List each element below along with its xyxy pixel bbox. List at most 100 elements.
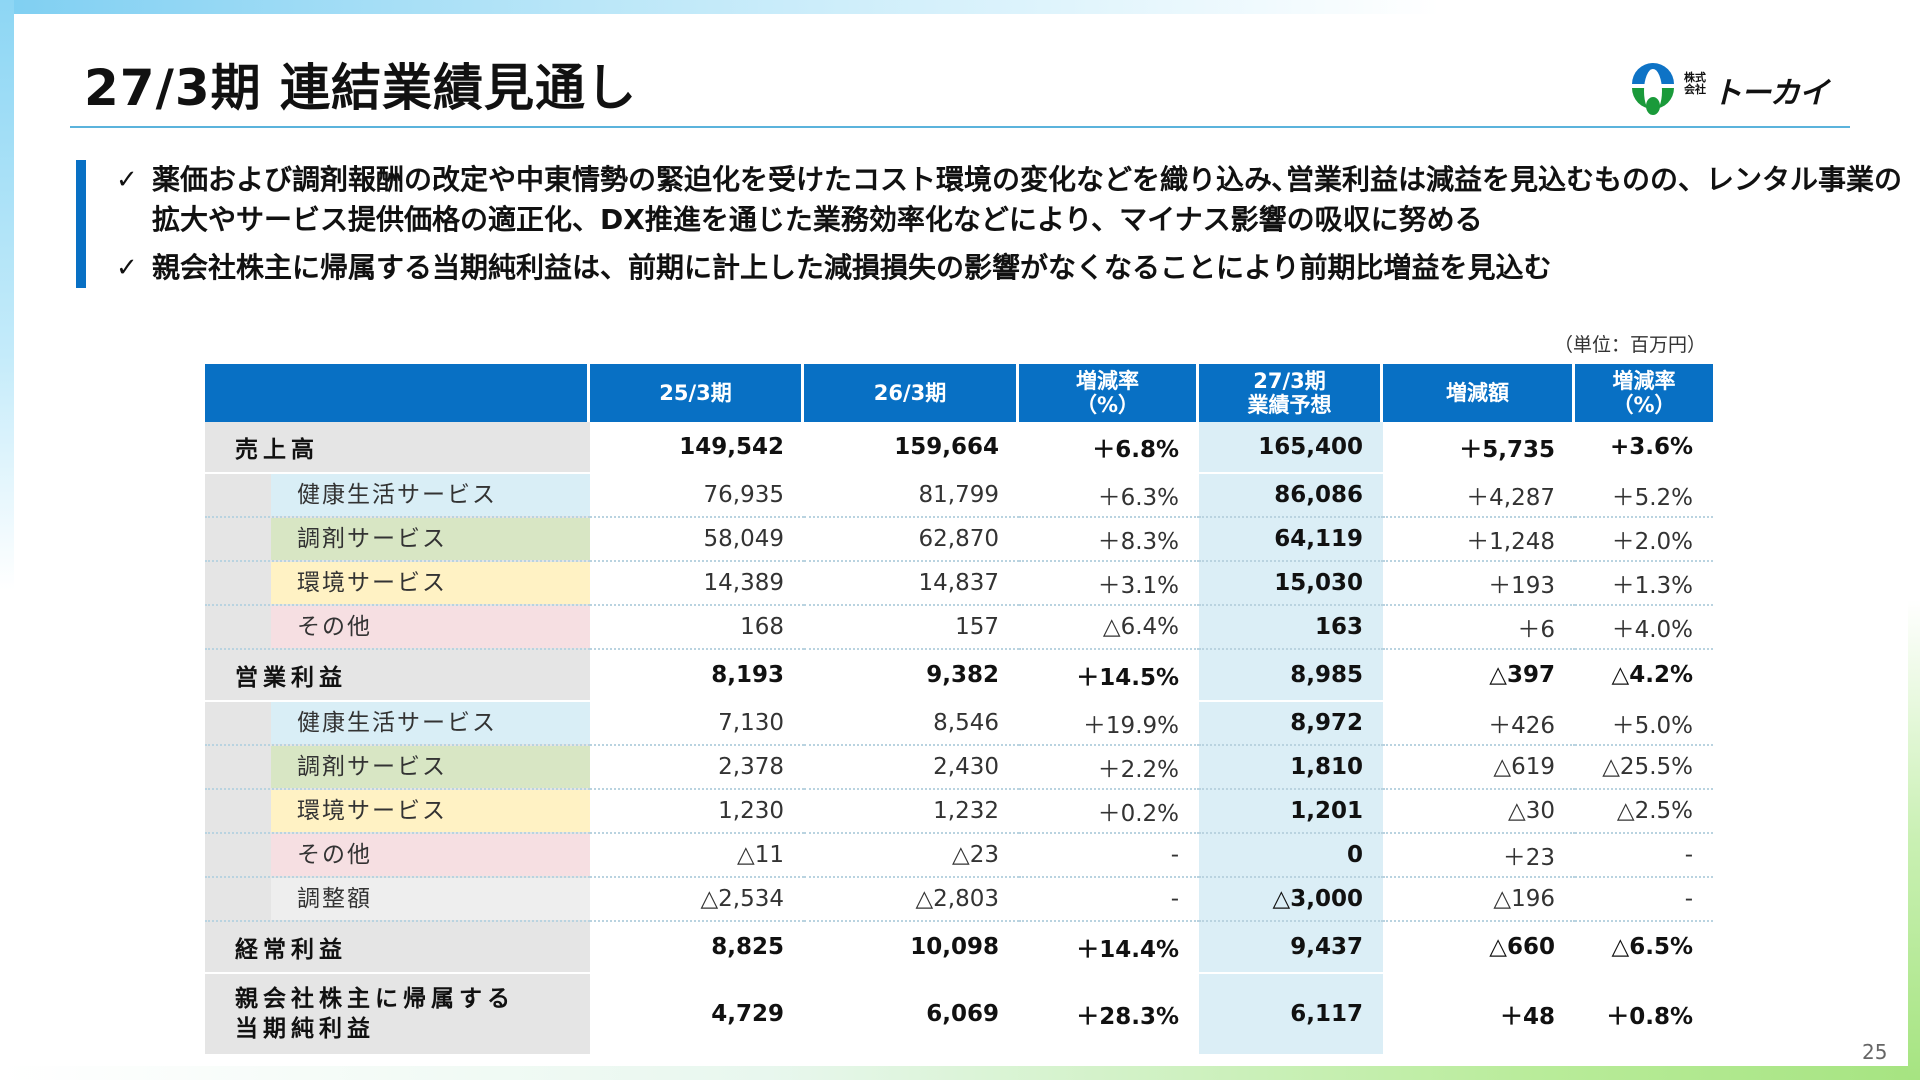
table-cell: △2.5% [1575,790,1713,834]
logo-subtext: 株式会社 [1684,71,1706,96]
table-cell: ＋4,287 [1383,474,1575,518]
row-label: 親会社株主に帰属する 当期純利益 [205,974,590,1056]
table-row: 売上高 149,542 159,664 ＋6.8% 165,400 ＋5,735 +3.6% [205,422,1713,474]
row-label: その他 [205,834,590,878]
row-label: 営業利益 [205,650,590,702]
table-cell: △30 [1383,790,1575,834]
table-cell: 8,546 [804,702,1019,746]
check-icon: ✓ [116,165,138,195]
table-cell: 64,119 [1199,518,1383,562]
table-cell: ＋0.8% [1575,974,1713,1056]
table-cell: 6,117 [1199,974,1383,1056]
table-cell: ＋14.4% [1019,922,1199,974]
row-label: 調整額 [205,878,590,922]
table-cell: 8,972 [1199,702,1383,746]
segment-label: その他 [271,606,590,648]
table-cell: ＋6.8% [1019,422,1199,474]
company-logo: 株式会社 トーカイ [1628,62,1832,118]
column-header [205,364,590,422]
table-cell: 8,193 [590,650,804,702]
table-cell: - [1575,878,1713,922]
table-cell: 6,069 [804,974,1019,1056]
column-header: 増減額 [1383,364,1575,422]
table-cell: ＋193 [1383,562,1575,606]
table-cell: ＋5.0% [1575,702,1713,746]
table-row: 調剤サービス 58,049 62,870 ＋8.3% 64,119 ＋1,248 ＋2.0% [205,518,1713,562]
table-cell: 165,400 [1199,422,1383,474]
table-cell: 14,837 [804,562,1019,606]
table-cell: 163 [1199,606,1383,650]
row-label: 環境サービス [205,562,590,606]
table-cell: △23 [804,834,1019,878]
table-cell: ＋6.3% [1019,474,1199,518]
table-row: その他 △11 △23-0 ＋23- [205,834,1713,878]
table-cell: +3.6% [1575,422,1713,474]
table-row: 環境サービス 1,230 1,232 ＋0.2% 1,201 △30 △2.5% [205,790,1713,834]
bullet-item: ✓ 薬価および調剤報酬の改定や中東情勢の緊迫化を受けたコスト環境の変化などを織り… [116,160,1916,240]
table-row: 環境サービス 14,389 14,837 ＋3.1% 15,030 ＋193 ＋1.3% [205,562,1713,606]
table-cell: 15,030 [1199,562,1383,606]
table-header-row: 25/3期 26/3期 増減率 （%） 27/3期 業績予想 増減額 増減率 （%） [205,364,1713,422]
table-cell: ＋426 [1383,702,1575,746]
table-cell: ＋0.2% [1019,790,1199,834]
table-cell: △196 [1383,878,1575,922]
table-row: その他 168 157 △6.4% 163 ＋6 ＋4.0% [205,606,1713,650]
table-cell: 8,985 [1199,650,1383,702]
financial-forecast-table: 25/3期 26/3期 増減率 （%） 27/3期 業績予想 増減額 増減率 （%） 売上… [205,364,1713,1056]
table-row: 親会社株主に帰属する 当期純利益 4,729 6,069 ＋28.3% 6,117 ＋48… [205,974,1713,1056]
column-header: 増減率 （%） [1575,364,1713,422]
table-cell: ＋5.2% [1575,474,1713,518]
table-cell: 58,049 [590,518,804,562]
table-cell: ＋6 [1383,606,1575,650]
table-cell: - [1019,834,1199,878]
table-cell: ＋23 [1383,834,1575,878]
logo-name: トーカイ [1712,76,1829,111]
table-cell: 1,230 [590,790,804,834]
segment-label: 調剤サービス [271,518,590,560]
table-cell: △619 [1383,746,1575,790]
summary-bullets: ✓ 薬価および調剤報酬の改定や中東情勢の緊迫化を受けたコスト環境の変化などを織り… [76,160,1916,288]
page-title: 27/3期 連結業績見通し [84,59,638,117]
bullet-text: 薬価および調剤報酬の改定や中東情勢の緊迫化を受けたコスト環境の変化などを織り込み… [152,163,1903,236]
table-cell: 9,382 [804,650,1019,702]
segment-label: 健康生活サービス [271,702,590,744]
column-header: 25/3期 [590,364,804,422]
row-label: 健康生活サービス [205,474,590,518]
table-cell: △6.5% [1575,922,1713,974]
segment-label: 調剤サービス [271,746,590,788]
table-row: 営業利益 8,193 9,382 ＋14.5% 8,985 △397 △4.2% [205,650,1713,702]
table-cell: 14,389 [590,562,804,606]
segment-label: 環境サービス [271,790,590,832]
table-cell: ＋2.2% [1019,746,1199,790]
table-cell: 86,086 [1199,474,1383,518]
title-divider [70,126,1850,128]
table-cell: 149,542 [590,422,804,474]
table-cell: △397 [1383,650,1575,702]
segment-label: 環境サービス [271,562,590,604]
table-cell: ＋14.5% [1019,650,1199,702]
table-cell: ＋1.3% [1575,562,1713,606]
row-label: 調剤サービス [205,746,590,790]
table-cell: 81,799 [804,474,1019,518]
table-cell: △4.2% [1575,650,1713,702]
logo-mark-icon [1632,63,1674,115]
table-cell: ＋1,248 [1383,518,1575,562]
table-row: 健康生活サービス 7,130 8,546 ＋19.9% 8,972 ＋426 ＋5.0% [205,702,1713,746]
table-cell: 159,664 [804,422,1019,474]
table-cell: 7,130 [590,702,804,746]
table-cell: - [1575,834,1713,878]
table-cell: ＋5,735 [1383,422,1575,474]
table-row: 健康生活サービス 76,935 81,799 ＋6.3% 86,086 ＋4,287 ＋5.… [205,474,1713,518]
column-header: 増減率 （%） [1019,364,1199,422]
unit-note: （単位：百万円） [1554,334,1707,356]
column-header: 26/3期 [804,364,1019,422]
decor-bottom-band [0,1066,1920,1080]
table-cell: ＋8.3% [1019,518,1199,562]
table-cell: 168 [590,606,804,650]
decor-right-band [1908,600,1920,1080]
table-cell: ＋28.3% [1019,974,1199,1056]
segment-label: その他 [271,834,590,876]
table-cell: ＋4.0% [1575,606,1713,650]
table-cell: - [1019,878,1199,922]
table-cell: 1,201 [1199,790,1383,834]
